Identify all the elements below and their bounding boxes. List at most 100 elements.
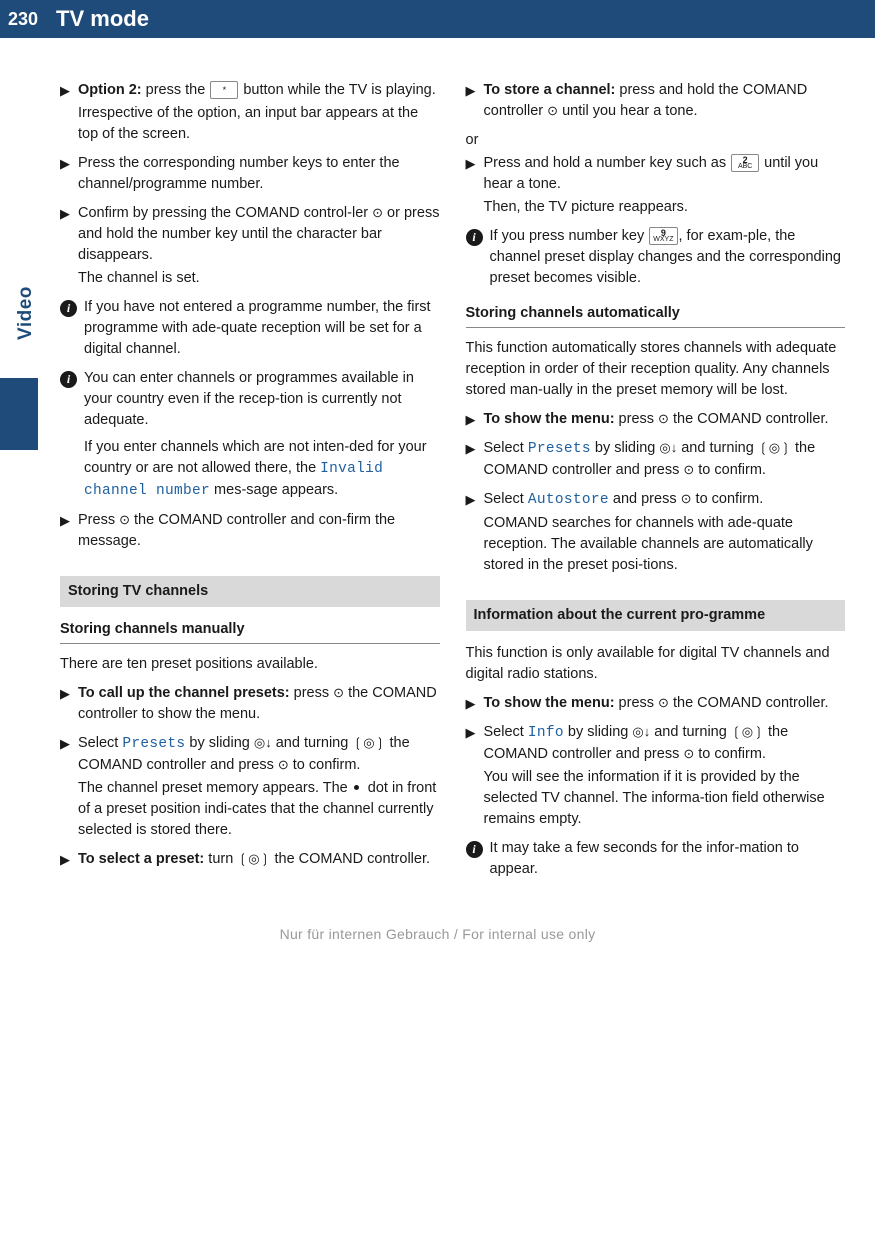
step-marker-icon: ▶ — [466, 80, 484, 124]
text: Press — [78, 512, 119, 528]
controller-press-icon: ⊙ — [681, 490, 692, 509]
text: and press — [609, 491, 681, 507]
step: ▶ To show the menu: press ⊙ the COMAND c… — [466, 409, 846, 432]
controller-press-icon: ⊙ — [683, 461, 694, 480]
text: It may take a few seconds for the infor-… — [490, 838, 846, 880]
step-marker-icon: ▶ — [60, 80, 78, 147]
text: the COMAND controller. — [669, 411, 829, 427]
text: You can enter channels or programmes ava… — [84, 368, 440, 431]
step: ▶ Select Autostore and press ⊙ to confir… — [466, 489, 846, 578]
step-marker-icon: ▶ — [60, 203, 78, 291]
option2-label: Option 2: — [78, 82, 142, 98]
step-marker-icon: ▶ — [60, 153, 78, 197]
info-note: i If you have not entered a programme nu… — [60, 297, 440, 360]
info-note: i It may take a few seconds for the info… — [466, 838, 846, 880]
text: by sliding — [185, 735, 254, 751]
controller-press-icon: ⊙ — [547, 102, 558, 121]
key-9wxyz-icon: 9WXYZ — [649, 227, 677, 245]
subheading-manual: Storing channels manually — [60, 619, 440, 644]
step: ▶ Press and hold a number key such as 2A… — [466, 153, 846, 220]
controller-press-icon: ⊙ — [372, 204, 383, 223]
step-marker-icon: ▶ — [60, 510, 78, 554]
info-icon: i — [466, 841, 483, 858]
section-info-programme: Information about the current pro-gramme — [466, 600, 846, 631]
text: Press the corresponding number keys to e… — [78, 153, 440, 195]
step: ▶ Confirm by pressing the COMAND control… — [60, 203, 440, 291]
section-storing-tv: Storing TV channels — [60, 576, 440, 607]
text: to confirm. — [694, 462, 766, 478]
text: and turning — [650, 724, 731, 740]
autostore-text: Autostore — [528, 492, 609, 508]
text: To show the menu: — [484, 411, 615, 427]
step: ▶ Select Presets by sliding ◎↓ and turni… — [60, 733, 440, 843]
slide-down-icon: ◎↓ — [632, 723, 650, 742]
text: To show the menu: — [484, 695, 615, 711]
page-header: 230 TV mode — [0, 0, 875, 38]
step-marker-icon: ▶ — [60, 733, 78, 843]
text: To select a preset: — [78, 851, 204, 867]
text: to confirm. — [692, 491, 764, 507]
text: and turning — [272, 735, 353, 751]
turn-icon: ❲◎❳ — [237, 850, 270, 869]
info-text: Info — [528, 725, 564, 741]
right-column: ▶ To store a channel: press and hold the… — [466, 80, 846, 888]
left-column: ▶ Option 2: press the * button while the… — [60, 80, 440, 888]
step-marker-icon: ▶ — [466, 722, 484, 832]
step: ▶ To show the menu: press ⊙ the COMAND c… — [466, 693, 846, 716]
footer-text: Nur für internen Gebrauch / For internal… — [0, 924, 875, 944]
slide-down-icon: ◎↓ — [659, 439, 677, 458]
controller-press-icon: ⊙ — [333, 684, 344, 703]
step-marker-icon: ▶ — [466, 489, 484, 578]
step: ▶ Press the corresponding number keys to… — [60, 153, 440, 197]
text: If you press number key — [490, 228, 649, 244]
step: ▶ To call up the channel presets: press … — [60, 683, 440, 727]
step-marker-icon: ▶ — [466, 409, 484, 432]
step: ▶ To store a channel: press and hold the… — [466, 80, 846, 124]
text: This function automatically stores chann… — [466, 338, 846, 401]
info-icon: i — [60, 300, 77, 317]
turn-icon: ❲◎❳ — [352, 734, 385, 753]
text: The channel is set. — [78, 268, 440, 289]
controller-press-icon: ⊙ — [119, 511, 130, 530]
step-marker-icon: ▶ — [466, 693, 484, 716]
text: If you have not entered a programme numb… — [84, 297, 440, 360]
text: the COMAND controller. — [669, 695, 829, 711]
asterisk-key-icon: * — [210, 81, 238, 99]
step-marker-icon: ▶ — [60, 683, 78, 727]
text: turn — [204, 851, 237, 867]
text: Select — [78, 735, 122, 751]
step: ▶ To select a preset: turn ❲◎❳ the COMAN… — [60, 849, 440, 872]
text: Then, the TV picture reappears. — [484, 197, 846, 218]
page-number: 230 — [0, 0, 46, 38]
text: To call up the channel presets: — [78, 685, 290, 701]
side-tab — [0, 378, 38, 450]
side-label: Video — [12, 286, 40, 340]
step-marker-icon: ▶ — [466, 153, 484, 220]
step-marker-icon: ▶ — [60, 849, 78, 872]
text: To store a channel: — [484, 82, 616, 98]
text: Select — [484, 440, 528, 456]
turn-icon: ❲◎❳ — [731, 723, 764, 742]
text: Confirm by pressing the COMAND control-l… — [78, 205, 372, 221]
text: COMAND searches for channels with ade-qu… — [484, 513, 846, 576]
presets-text: Presets — [122, 736, 185, 752]
slide-down-icon: ◎↓ — [254, 734, 272, 753]
text: Select — [484, 491, 528, 507]
text: There are ten preset positions available… — [60, 654, 440, 675]
text: to confirm. — [289, 757, 361, 773]
text: the COMAND controller. — [270, 851, 430, 867]
controller-press-icon: ⊙ — [658, 410, 669, 429]
text: and turning — [677, 440, 758, 456]
controller-press-icon: ⊙ — [658, 694, 669, 713]
key-2abc-icon: 2ABC — [731, 154, 759, 172]
text: by sliding — [591, 440, 660, 456]
text: You will see the information if it is pr… — [484, 767, 846, 830]
or-text: or — [466, 130, 846, 151]
page-body: ▶ Option 2: press the * button while the… — [0, 38, 875, 908]
info-icon: i — [60, 371, 77, 388]
text: button while the TV is playing. — [239, 82, 435, 98]
text: until you hear a tone. — [558, 103, 697, 119]
dot-icon — [354, 785, 359, 790]
text: by sliding — [564, 724, 633, 740]
turn-icon: ❲◎❳ — [758, 439, 791, 458]
